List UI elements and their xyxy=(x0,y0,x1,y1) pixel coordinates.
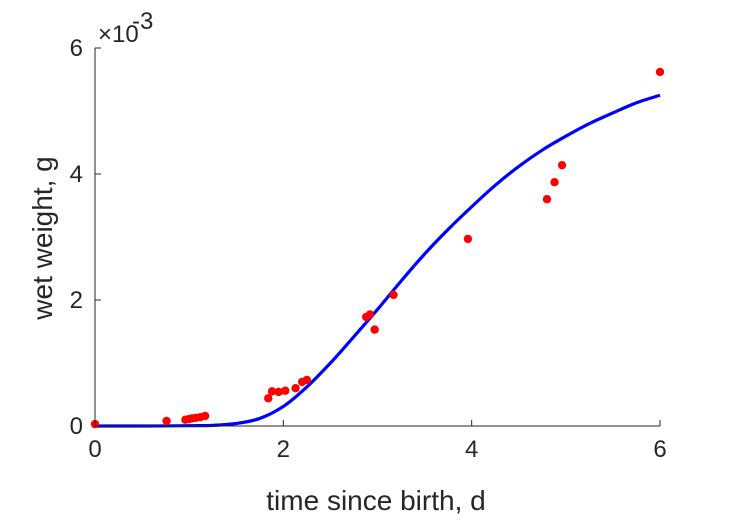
data-point xyxy=(267,387,277,396)
x-tick-label: 0 xyxy=(88,436,101,463)
data-point xyxy=(542,195,552,204)
data-point xyxy=(370,325,379,334)
data-point xyxy=(389,290,398,300)
x-ticks: 0 2 4 6 xyxy=(88,420,667,463)
y-tick-label: 4 xyxy=(70,161,83,188)
data-point xyxy=(291,384,300,393)
x-tick-label: 4 xyxy=(465,436,478,463)
data-point xyxy=(264,394,273,403)
data-point xyxy=(550,177,559,187)
data-points-layer xyxy=(90,67,665,429)
y-ticks: 0 2 4 6 xyxy=(70,35,101,440)
data-point xyxy=(365,310,375,319)
fit-curve-layer xyxy=(94,93,661,428)
axes: 0 2 4 6 0 2 4 6 xyxy=(70,35,667,463)
data-point xyxy=(463,234,473,244)
y-tick-label: 6 xyxy=(70,35,83,62)
x-tick-label: 6 xyxy=(653,436,666,463)
data-point xyxy=(302,375,312,385)
y-exponent-base: ×10 xyxy=(98,21,139,48)
y-exponent-power: -3 xyxy=(132,8,153,35)
y-tick-label: 2 xyxy=(70,287,83,314)
data-point xyxy=(557,160,567,170)
y-tick-label: 0 xyxy=(70,413,83,440)
data-point xyxy=(200,411,210,421)
data-point xyxy=(655,67,665,77)
x-tick-label: 2 xyxy=(277,436,290,463)
data-point xyxy=(162,416,171,426)
x-axis-label: time since birth, d xyxy=(266,485,485,516)
data-point xyxy=(274,387,283,397)
data-point xyxy=(281,386,290,395)
fit-curve xyxy=(94,93,661,428)
plot-area xyxy=(90,67,665,429)
y-axis-label: wet weight, g xyxy=(27,156,58,320)
